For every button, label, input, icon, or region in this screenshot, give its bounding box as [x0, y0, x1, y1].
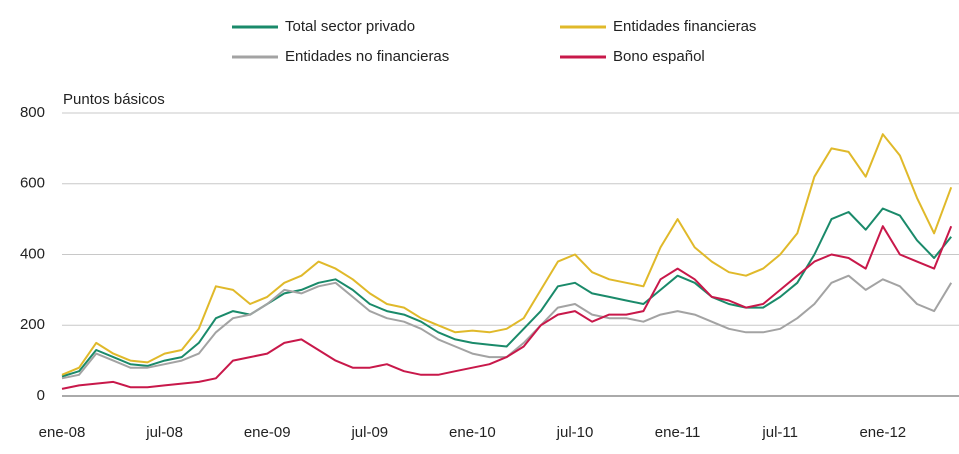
- x-tick-label: jul-11: [761, 424, 798, 441]
- x-tick-label: jul-08: [145, 424, 183, 441]
- y-tick-label: 200: [20, 316, 45, 333]
- x-tick-label: jul-10: [556, 424, 594, 441]
- y-tick-label: 600: [20, 175, 45, 192]
- x-tick-label: jul-09: [350, 424, 388, 441]
- y-tick-label: 800: [20, 104, 45, 121]
- series-line: [61, 207, 952, 378]
- x-tick-label: ene-12: [859, 424, 906, 441]
- y-tick-label: 400: [20, 245, 45, 262]
- x-tick-label: ene-10: [449, 424, 496, 441]
- y-axis-label: Puntos básicos: [63, 91, 165, 108]
- x-tick-label: ene-08: [39, 424, 86, 441]
- x-tick-label: ene-11: [655, 424, 701, 441]
- series-line: [61, 274, 953, 380]
- x-tick-label: ene-09: [244, 424, 291, 441]
- legend-label: Entidades no financieras: [285, 48, 449, 65]
- legend-label: Entidades financieras: [613, 18, 756, 35]
- series-line: [61, 133, 953, 376]
- legend-label: Total sector privado: [285, 18, 415, 35]
- legend-label: Bono español: [613, 48, 705, 65]
- series-line: [61, 225, 953, 390]
- y-tick-label: 0: [37, 387, 45, 404]
